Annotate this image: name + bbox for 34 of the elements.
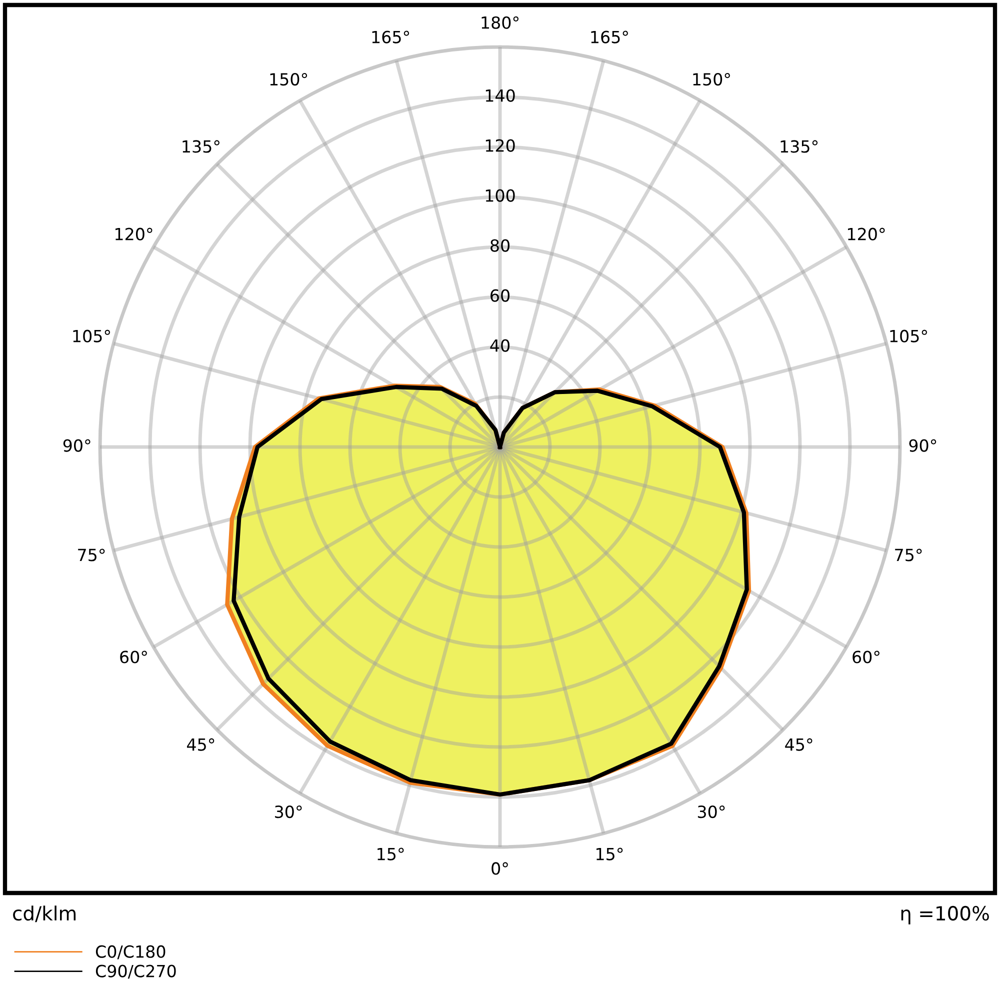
spoke-label: 180° bbox=[482, 16, 518, 29]
spoke-label: 90° bbox=[63, 439, 90, 452]
text: η =100% bbox=[901, 906, 989, 924]
spoke-label: 15° bbox=[596, 848, 623, 860]
spoke-label: 15° bbox=[378, 848, 404, 860]
spoke-label: 150° bbox=[693, 72, 730, 86]
spoke-label: 120° bbox=[116, 228, 152, 240]
spoke-label: 165° bbox=[591, 30, 628, 44]
legend-label: C0/C180 bbox=[96, 945, 166, 960]
spoke-label: 105° bbox=[890, 330, 927, 342]
y-tick-label: 120 bbox=[486, 139, 515, 152]
spoke-label: 75° bbox=[78, 548, 105, 562]
spoke-label: 45° bbox=[785, 738, 812, 751]
spoke-label: 135° bbox=[182, 140, 220, 153]
spoke-label: 120° bbox=[848, 228, 885, 240]
legend-label: C90/C270 bbox=[96, 964, 176, 979]
spoke-label: 90° bbox=[909, 439, 936, 452]
spoke-label: 45° bbox=[186, 738, 214, 751]
y-tick-label: 80 bbox=[490, 239, 510, 252]
spoke-label: 30° bbox=[275, 805, 302, 818]
y-tick-label: 140 bbox=[486, 89, 515, 102]
spoke-label: 150° bbox=[270, 72, 308, 86]
y-tick-label: 60 bbox=[490, 289, 510, 302]
spoke-label: 105° bbox=[73, 330, 110, 342]
text: cd/klm bbox=[13, 906, 76, 922]
spoke-label: 60° bbox=[852, 650, 880, 664]
y-tick-label: 100 bbox=[486, 189, 515, 202]
spoke-label: 75° bbox=[895, 548, 922, 562]
spoke-label: 60° bbox=[120, 650, 147, 664]
spoke-label: 30° bbox=[698, 805, 725, 818]
spoke-label: 0° bbox=[492, 862, 508, 875]
y-tick-label: 40 bbox=[490, 339, 510, 352]
spoke-label: 165° bbox=[372, 30, 410, 44]
spoke-label: 135° bbox=[780, 140, 818, 153]
